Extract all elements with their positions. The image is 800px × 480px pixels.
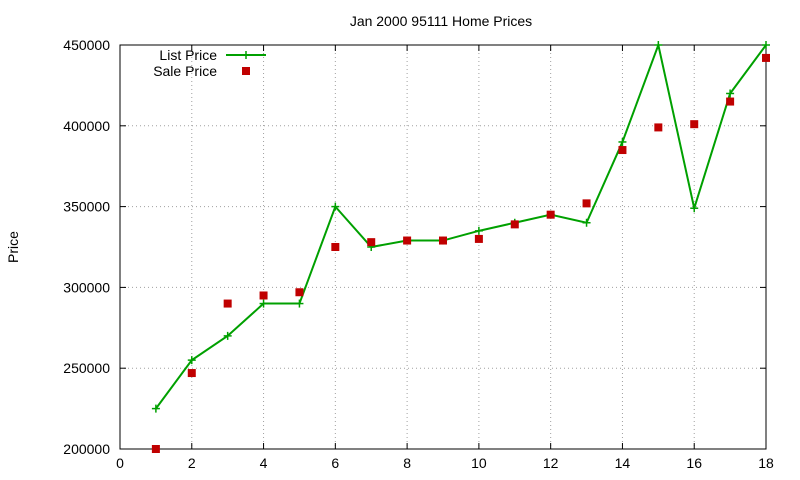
plot-frame	[119, 44, 767, 450]
data-point	[223, 331, 232, 340]
legend-label: List Price	[159, 47, 217, 63]
data-point	[654, 41, 663, 49]
x-tick-label: 10	[471, 455, 487, 471]
x-tick-label: 4	[260, 455, 268, 471]
data-point	[474, 226, 483, 235]
legend-marker	[242, 51, 250, 59]
data-point	[187, 356, 196, 365]
data-point	[762, 53, 770, 62]
chart-title: Jan 2000 95111 Home Prices	[350, 13, 532, 29]
data-point	[762, 41, 770, 49]
data-point	[582, 199, 591, 208]
data-point	[331, 243, 340, 251]
data-point	[546, 210, 555, 219]
data-point	[690, 120, 699, 129]
data-point	[474, 234, 483, 243]
x-tick-label: 16	[686, 455, 702, 471]
data-point	[510, 220, 519, 229]
data-point	[259, 291, 268, 300]
data-point	[439, 236, 447, 245]
data-point	[582, 218, 591, 227]
data-point	[331, 202, 340, 211]
y-tick-label: 350000	[63, 199, 110, 215]
data-point	[151, 445, 160, 453]
y-axis-ticks: 200000 250000 300000 350000 400000 450000	[63, 37, 766, 457]
grid	[120, 45, 766, 449]
y-tick-label: 300000	[63, 279, 110, 295]
data-point	[618, 137, 627, 146]
x-tick-label: 2	[188, 455, 196, 471]
legend-label: Sale Price	[153, 63, 217, 79]
x-tick-label: 18	[758, 455, 774, 471]
data-point	[726, 89, 735, 98]
y-tick-label: 450000	[63, 37, 110, 53]
data-point	[295, 299, 304, 308]
data-point	[618, 146, 627, 155]
data-point	[259, 299, 268, 308]
x-tick-label: 6	[331, 455, 339, 471]
data-point	[151, 404, 160, 413]
data-point	[690, 204, 699, 213]
series-list-price	[151, 41, 770, 413]
data-point	[726, 97, 735, 106]
axes	[119, 44, 767, 450]
data-point	[367, 238, 376, 247]
x-tick-label: 14	[615, 455, 631, 471]
x-axis-ticks: 0 2 4 6 8 10 12 14 16 18	[116, 45, 774, 471]
series-line	[155, 41, 767, 410]
y-tick-label: 400000	[63, 118, 110, 134]
data-point	[187, 369, 196, 378]
data-point	[654, 123, 663, 132]
x-tick-label: 0	[116, 455, 124, 471]
series	[151, 41, 770, 453]
data-point	[223, 299, 232, 308]
y-tick-label: 200000	[63, 441, 110, 457]
x-tick-label: 12	[543, 455, 559, 471]
y-tick-label: 250000	[63, 360, 110, 376]
data-point	[403, 236, 412, 245]
data-point	[295, 288, 304, 297]
y-axis-label: Price	[5, 231, 21, 263]
x-tick-label: 8	[403, 455, 411, 471]
series-sale-price	[151, 53, 770, 453]
legend-marker	[242, 67, 250, 75]
